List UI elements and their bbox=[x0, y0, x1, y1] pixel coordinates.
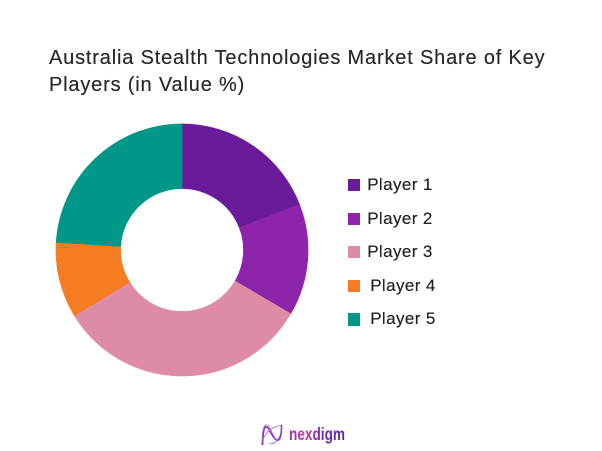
svg-text:nexdigm: nexdigm bbox=[289, 424, 345, 444]
